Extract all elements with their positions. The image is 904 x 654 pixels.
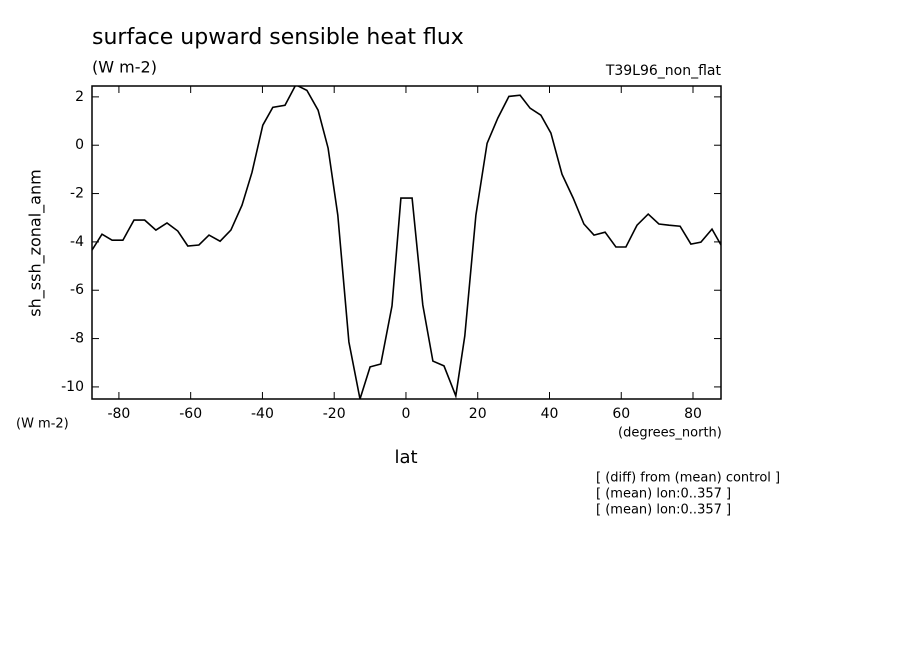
x-tick-label: 80 <box>684 406 702 422</box>
x-tick-label: 40 <box>541 406 559 422</box>
y-tick-label: -6 <box>70 282 84 298</box>
x-tick-label: -20 <box>323 406 346 422</box>
x-tick-label: -40 <box>251 406 274 422</box>
note: [ (mean) lon:0..357 ] <box>596 487 731 502</box>
y-tick-label: -8 <box>70 331 84 347</box>
x-tick-label: -80 <box>107 406 130 422</box>
y-tick-label: -4 <box>70 234 84 250</box>
run-label: T39L96_non_flat <box>605 63 722 79</box>
x-axis-label: lat <box>394 447 417 468</box>
x-tick-label: 0 <box>402 406 411 422</box>
x-tick-label: -60 <box>179 406 202 422</box>
x-units: (degrees_north) <box>618 426 722 441</box>
chart-subtitle: (W m-2) <box>92 58 157 77</box>
y-units: (W m-2) <box>16 417 69 432</box>
y-tick-label: -10 <box>61 379 84 395</box>
note: [ (mean) lon:0..357 ] <box>596 503 731 518</box>
y-axis-label: sh_ssh_zonal_anm <box>26 169 46 316</box>
note: [ (diff) from (mean) control ] <box>596 471 780 486</box>
y-tick-label: 0 <box>75 137 84 153</box>
data-line <box>92 86 721 399</box>
chart-title: surface upward sensible heat flux <box>92 25 464 50</box>
y-tick-label: 2 <box>75 89 84 105</box>
plot-frame <box>91 85 722 400</box>
x-tick-label: 20 <box>469 406 487 422</box>
x-tick-label: 60 <box>612 406 630 422</box>
y-tick-label: -2 <box>70 186 84 202</box>
